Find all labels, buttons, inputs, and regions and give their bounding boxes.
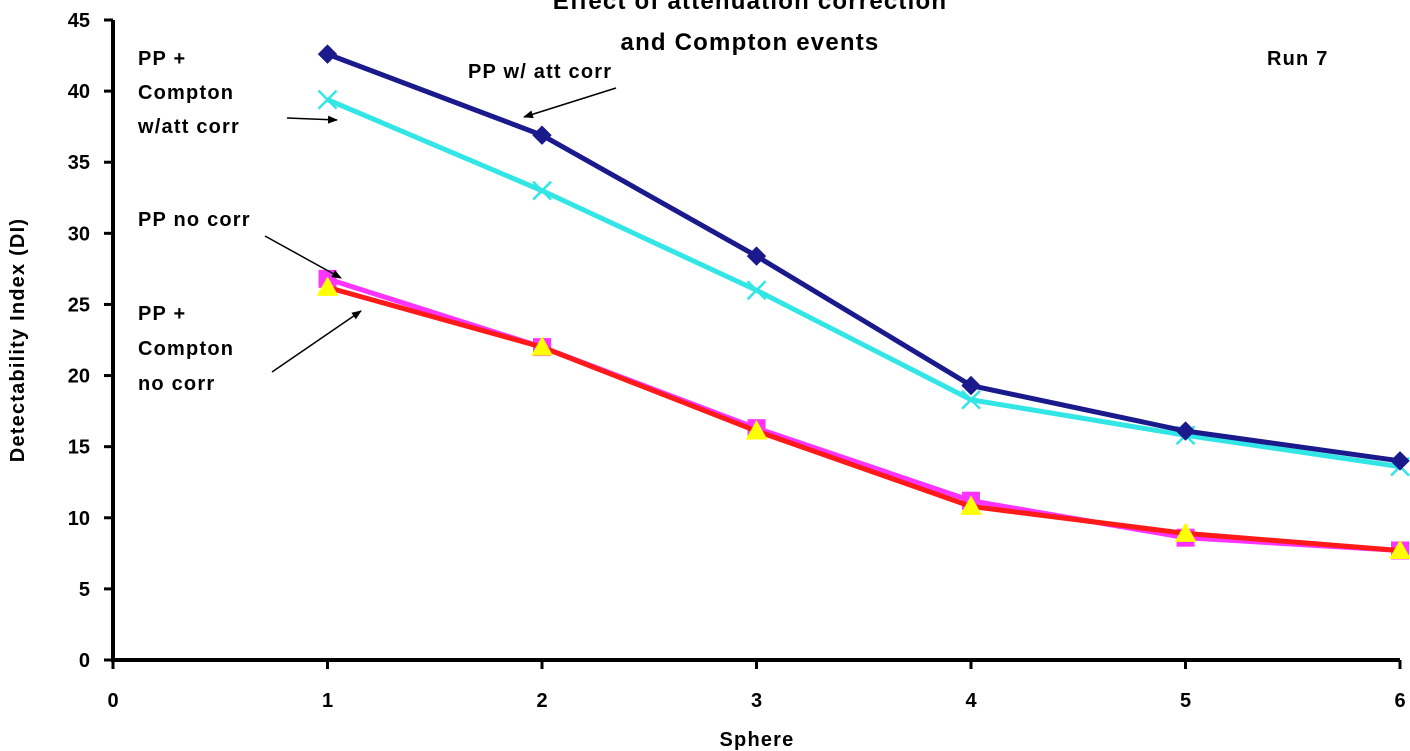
data-point bbox=[1174, 522, 1197, 542]
data-point bbox=[531, 336, 553, 356]
annotation-text: w/att corr bbox=[137, 116, 240, 138]
x-axis-label: Sphere bbox=[719, 729, 794, 751]
series-ppc_att bbox=[317, 89, 1410, 477]
y-tick-label: 5 bbox=[79, 579, 90, 601]
y-tick-label: 0 bbox=[79, 650, 90, 672]
y-tick-label: 35 bbox=[68, 152, 90, 174]
chart-title-line-1: Effect of attenuation correction bbox=[553, 0, 947, 15]
y-axis-label: Detectability Index (DI) bbox=[7, 218, 29, 462]
data-point bbox=[1175, 421, 1196, 441]
chart-title-line-2: and Compton events bbox=[621, 29, 880, 56]
annotation-arrow bbox=[286, 115, 338, 124]
y-tick-label: 15 bbox=[68, 437, 90, 459]
data-point bbox=[532, 180, 552, 201]
annotation-text: PP no corr bbox=[138, 209, 251, 231]
data-point bbox=[746, 280, 767, 301]
annotation-a_ppc_att: PP + Compton w/att corr bbox=[137, 48, 338, 138]
data-point bbox=[960, 495, 982, 515]
annotation-text: PP + bbox=[138, 303, 186, 325]
annotation-a_pp_att: PP w/ att corr bbox=[468, 61, 617, 119]
annotation-a_pp_no: PP no corr bbox=[138, 209, 342, 279]
series-line bbox=[326, 284, 1401, 553]
x-tick-label: 4 bbox=[965, 690, 977, 712]
annotation-text: no corr bbox=[138, 373, 215, 395]
data-point bbox=[961, 375, 981, 396]
data-point bbox=[1389, 539, 1410, 559]
x-tick-label: 5 bbox=[1180, 690, 1191, 712]
x-tick-label: 2 bbox=[536, 690, 547, 712]
data-point bbox=[316, 276, 339, 296]
x-tick-label: 3 bbox=[751, 690, 762, 712]
x-tick-label: 1 bbox=[322, 690, 333, 712]
annotation-text: Compton bbox=[138, 82, 234, 104]
annotation-arrow bbox=[523, 87, 617, 119]
annotation-arrow bbox=[264, 235, 342, 279]
y-tick-label: 45 bbox=[68, 10, 90, 32]
data-point bbox=[746, 246, 767, 266]
data-point bbox=[317, 44, 338, 64]
data-point bbox=[317, 89, 338, 110]
annotation-text: PP + bbox=[138, 48, 186, 70]
y-tick-label: 25 bbox=[68, 294, 90, 316]
series-line bbox=[326, 51, 1401, 464]
annotation-layer: Run 7 PP + Compton w/att corr PP w/ att cor… bbox=[137, 48, 1329, 395]
y-tick-label: 40 bbox=[68, 81, 90, 103]
run-label: Run 7 bbox=[1267, 48, 1329, 70]
annotation-text: Compton bbox=[138, 338, 234, 360]
x-tick-label: 0 bbox=[107, 690, 118, 712]
data-point bbox=[1390, 451, 1410, 471]
y-tick-label: 20 bbox=[68, 366, 90, 388]
series-layer bbox=[316, 44, 1410, 560]
series-pp_att bbox=[317, 44, 1410, 471]
y-tick-label: 30 bbox=[68, 223, 90, 245]
data-point bbox=[961, 389, 981, 410]
series-line bbox=[326, 97, 1401, 470]
series-ppc_no bbox=[316, 276, 1410, 559]
y-tick-label: 10 bbox=[68, 508, 90, 530]
series-pp_no bbox=[318, 269, 1409, 560]
x-tick-label: 6 bbox=[1394, 690, 1405, 712]
data-point bbox=[532, 125, 552, 145]
annotation-text: PP w/ att corr bbox=[468, 61, 612, 83]
annotation-a_ppc_no: PP + Compton no corr bbox=[138, 303, 362, 395]
data-point bbox=[745, 419, 768, 440]
annotation-arrow bbox=[271, 310, 362, 373]
